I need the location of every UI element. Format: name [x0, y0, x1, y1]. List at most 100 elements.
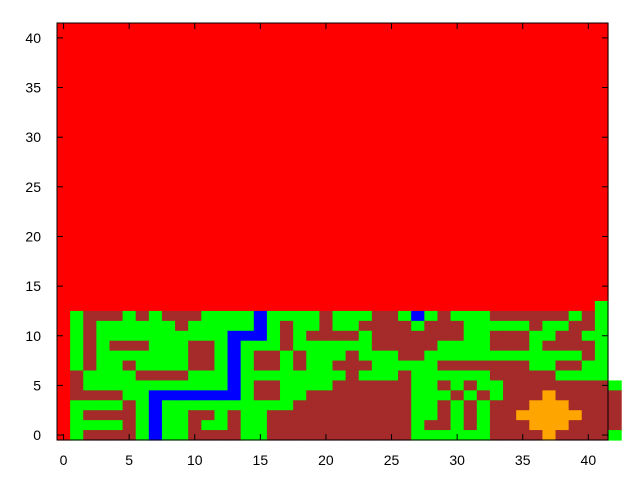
- heatmap-cell: [240, 420, 255, 431]
- heatmap-cell: [332, 112, 347, 123]
- heatmap-cell: [96, 82, 111, 94]
- heatmap-cell: [122, 420, 137, 431]
- heatmap-cell: [161, 191, 176, 203]
- heatmap-cell: [398, 112, 412, 123]
- heatmap-cell: [529, 221, 544, 233]
- heatmap-cell: [240, 271, 255, 282]
- heatmap-cell: [266, 142, 281, 153]
- heatmap-cell: [411, 271, 425, 282]
- heatmap-cell: [319, 310, 334, 322]
- heatmap-cell: [201, 410, 216, 421]
- heatmap-cell: [384, 410, 399, 421]
- heatmap-cell: [293, 162, 307, 173]
- heatmap-cell: [96, 350, 111, 362]
- heatmap-cell: [516, 42, 530, 54]
- heatmap-cell: [201, 271, 216, 282]
- heatmap-cell: [489, 191, 504, 203]
- heatmap-cell: [476, 390, 491, 401]
- heatmap-cell: [371, 410, 386, 421]
- heatmap-cell: [57, 370, 71, 382]
- heatmap-cell: [437, 162, 452, 173]
- heatmap-cell: [240, 112, 255, 123]
- heatmap-cell: [555, 132, 570, 143]
- heatmap-cell: [450, 62, 465, 74]
- heatmap-cell: [240, 350, 255, 362]
- heatmap-cell: [57, 52, 71, 64]
- heatmap-cell: [306, 132, 320, 143]
- heatmap-cell: [293, 201, 307, 213]
- heatmap-cell: [280, 62, 294, 74]
- heatmap-cell: [384, 340, 399, 352]
- heatmap-cell: [463, 82, 478, 94]
- heatmap-cell: [424, 320, 439, 332]
- heatmap-cell: [608, 380, 622, 391]
- heatmap-cell: [424, 52, 439, 64]
- heatmap-cell: [503, 52, 517, 64]
- heatmap-cell: [135, 102, 150, 113]
- heatmap-cell: [371, 181, 386, 193]
- heatmap-cell: [319, 162, 334, 173]
- heatmap-cell: [161, 162, 176, 173]
- heatmap-cell: [161, 340, 176, 352]
- heatmap-cell: [358, 350, 373, 362]
- heatmap-cell: [70, 271, 84, 282]
- heatmap-cell: [306, 310, 320, 322]
- heatmap-cell: [122, 72, 137, 84]
- heatmap-cell: [240, 52, 255, 64]
- heatmap-cell: [594, 310, 609, 322]
- heatmap-cell: [227, 152, 242, 163]
- heatmap-cell: [293, 132, 307, 143]
- heatmap-cell: [411, 310, 425, 322]
- heatmap-cell: [253, 152, 268, 163]
- heatmap-cell: [188, 201, 202, 213]
- heatmap-cell: [345, 281, 360, 292]
- heatmap-cell: [135, 132, 150, 143]
- heatmap-cell: [437, 152, 452, 163]
- heatmap-cell: [266, 52, 281, 64]
- heatmap-cell: [253, 291, 268, 302]
- heatmap-cell: [96, 181, 111, 193]
- heatmap-cell: [240, 291, 255, 302]
- heatmap-cell: [529, 62, 544, 74]
- heatmap-cell: [542, 112, 557, 123]
- heatmap-cell: [384, 261, 399, 272]
- heatmap-cell: [384, 171, 399, 183]
- heatmap-cell: [594, 32, 609, 44]
- heatmap-cell: [411, 42, 425, 54]
- heatmap-cell: [437, 261, 452, 272]
- heatmap-cell: [581, 171, 596, 183]
- heatmap-cell: [83, 152, 97, 163]
- heatmap-cell: [568, 112, 583, 123]
- heatmap-cell: [542, 42, 557, 54]
- heatmap-cell: [384, 162, 399, 173]
- y-tick-label: 30: [25, 129, 41, 145]
- plot-frame: [56, 22, 609, 441]
- heatmap-cell: [70, 221, 84, 233]
- heatmap-cell: [135, 320, 150, 332]
- heatmap-cell: [332, 231, 347, 243]
- heatmap-cell: [463, 330, 478, 342]
- heatmap-cell: [489, 400, 504, 411]
- heatmap-cell: [358, 191, 373, 203]
- heatmap-cell: [227, 410, 242, 421]
- heatmap-cell: [463, 162, 478, 173]
- heatmap-cell: [122, 122, 137, 133]
- heatmap-cell: [358, 201, 373, 213]
- heatmap-cell: [161, 360, 176, 372]
- heatmap-cell: [161, 82, 176, 94]
- heatmap-cell: [122, 181, 137, 193]
- heatmap-cell: [201, 162, 216, 173]
- heatmap-cell: [266, 251, 281, 262]
- heatmap-cell: [175, 191, 189, 203]
- heatmap-cell: [201, 310, 216, 322]
- heatmap-cell: [96, 241, 111, 252]
- heatmap-cell: [581, 340, 596, 352]
- heatmap-cell: [529, 142, 544, 153]
- heatmap-cell: [188, 62, 202, 74]
- heatmap-cell: [227, 261, 242, 272]
- heatmap-cell: [332, 301, 347, 312]
- heatmap-cell: [96, 62, 111, 74]
- heatmap-cell: [161, 350, 176, 362]
- heatmap-cell: [503, 221, 517, 233]
- heatmap-cell: [463, 241, 478, 252]
